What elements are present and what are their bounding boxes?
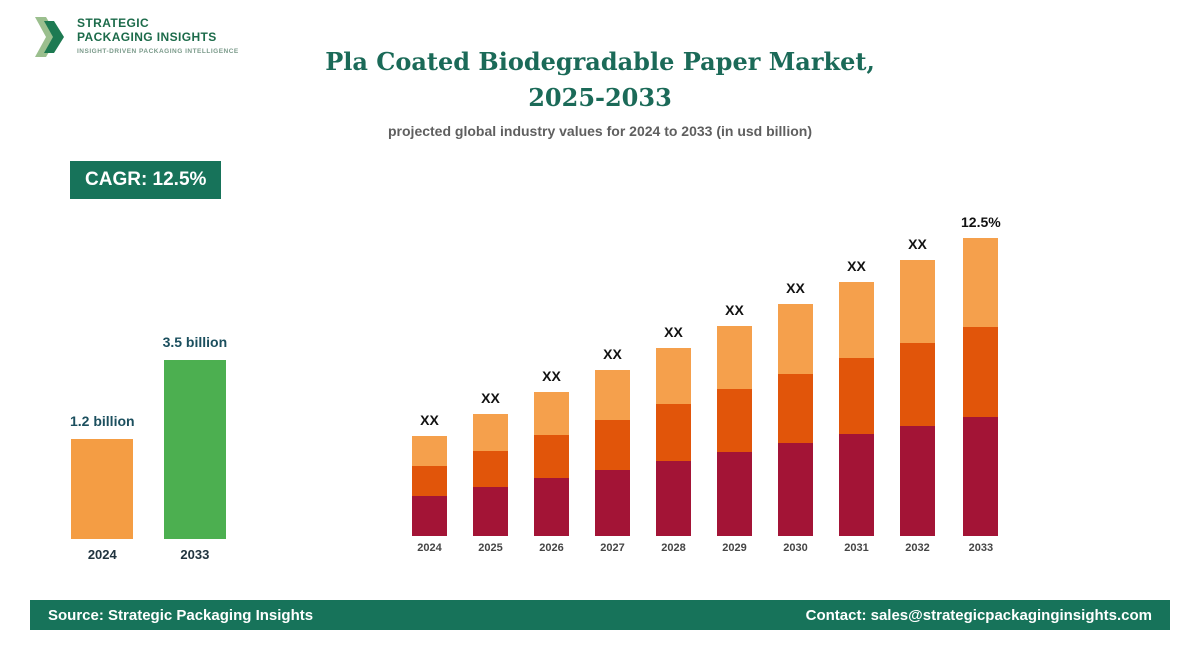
- summary-year-label: 2024: [87, 547, 117, 562]
- bottom-segment: [656, 460, 691, 536]
- stacked-bar: [595, 370, 630, 536]
- middle-segment: [839, 358, 874, 435]
- summary-bar-group-2024: 1.2 billion 2024: [70, 413, 135, 562]
- top-segment: [717, 326, 752, 389]
- bar-value-label: XX: [603, 346, 622, 363]
- summary-value-label: 1.2 billion: [70, 413, 135, 429]
- page-subtitle: projected global industry values for 202…: [388, 123, 812, 139]
- bar-value-label: XX: [542, 368, 561, 385]
- chevron-logo-icon: [35, 17, 64, 57]
- bar-value-label: XX: [481, 390, 500, 407]
- middle-segment: [534, 435, 569, 479]
- bar-value-label: XX: [786, 280, 805, 297]
- middle-segment: [717, 389, 752, 452]
- stacked-bar: [778, 304, 813, 536]
- bar-value-label: XX: [664, 324, 683, 341]
- x-axis-label: 2033: [968, 542, 994, 554]
- top-segment: [839, 282, 874, 359]
- x-axis-label: 2028: [661, 542, 686, 554]
- top-segment: [595, 370, 630, 420]
- summary-year-label: 2033: [180, 547, 210, 562]
- summary-bar-group-2033: 3.5 billion 2033: [163, 334, 228, 562]
- bar-value-label: XX: [908, 236, 927, 253]
- top-segment: [656, 348, 691, 405]
- stacked-bar-chart: XX 2024 XX 2025 XX 2026 XX 2027 XX 2028 XX 2029 XX 20…: [412, 214, 1001, 554]
- bottom-segment: [963, 416, 999, 536]
- bottom-segment: [717, 452, 752, 536]
- middle-segment: [656, 404, 691, 461]
- stacked-bar: [963, 238, 999, 536]
- x-axis-label: 2027: [600, 542, 625, 554]
- page-title-line2: 2025-2033: [528, 83, 672, 112]
- bottom-segment: [412, 496, 447, 536]
- bar-group-2025: XX 2025: [473, 390, 508, 554]
- x-axis-label: 2032: [905, 542, 930, 554]
- x-axis-label: 2029: [722, 542, 747, 554]
- middle-segment: [963, 327, 999, 417]
- x-axis-label: 2025: [478, 542, 503, 554]
- brand-tagline: INSIGHT-DRIVEN PACKAGING INTELLIGENCE: [77, 48, 239, 55]
- title-block: Pla Coated Biodegradable Paper Market, 2…: [210, 44, 990, 139]
- bar-group-2028: XX 2028: [656, 324, 691, 554]
- bottom-segment: [778, 443, 813, 536]
- bar-group-2027: XX 2027: [595, 346, 630, 554]
- summary-value-label: 3.5 billion: [162, 334, 228, 350]
- top-segment: [778, 304, 813, 374]
- summary-bar: [163, 360, 226, 539]
- stacked-bar: [839, 282, 874, 536]
- bar-group-2030: XX 2030: [778, 280, 813, 554]
- bottom-segment: [595, 469, 630, 536]
- top-segment: [900, 260, 935, 343]
- bar-value-label: 12.5%: [961, 214, 1001, 231]
- bar-group-2026: XX 2026: [534, 368, 569, 554]
- brand-name-line1: STRATEGIC: [77, 16, 150, 30]
- bottom-segment: [534, 478, 569, 536]
- stacked-bar: [656, 348, 691, 536]
- cagr-badge: CAGR: 12.5%: [70, 161, 222, 199]
- bottom-segment: [839, 434, 874, 536]
- page-title-line1: Pla Coated Biodegradable Paper Market,: [325, 47, 875, 76]
- page-title: Pla Coated Biodegradable Paper Market, 2…: [210, 44, 990, 116]
- bar-value-label: XX: [725, 302, 744, 318]
- summary-bar: [71, 439, 134, 539]
- top-segment: [534, 392, 569, 436]
- middle-segment: [778, 373, 813, 444]
- summary-chart: 1.2 billion 2024 3.5 billion 2033: [70, 334, 227, 562]
- stacked-bar: [412, 436, 447, 536]
- bottom-segment: [473, 487, 508, 536]
- middle-segment: [595, 419, 630, 470]
- stacked-bar: [473, 414, 508, 536]
- stacked-bar: [900, 260, 935, 536]
- stacked-bar: [534, 392, 569, 536]
- stacked-bar: [717, 326, 752, 536]
- bar-group-2033: 12.5% 2033: [961, 214, 1001, 554]
- bar-value-label: XX: [420, 412, 439, 428]
- brand-logo: STRATEGIC PACKAGING INSIGHTS INSIGHT-DRI…: [34, 14, 239, 60]
- top-segment: [963, 238, 999, 328]
- footer-bar: Source: Strategic Packaging Insights Con…: [30, 600, 1170, 630]
- x-axis-label: 2030: [783, 542, 808, 554]
- x-axis-label: 2026: [539, 542, 564, 554]
- top-segment: [412, 436, 447, 466]
- middle-segment: [900, 342, 935, 426]
- bottom-segment: [900, 425, 935, 536]
- x-axis-label: 2024: [417, 542, 442, 554]
- top-segment: [473, 414, 508, 451]
- bar-group-2029: XX 2029: [717, 302, 752, 554]
- bar-group-2032: XX 2032: [900, 236, 935, 554]
- bar-group-2024: XX 2024: [412, 412, 447, 554]
- middle-segment: [412, 466, 447, 496]
- x-axis-label: 2031: [844, 542, 869, 554]
- bar-group-2031: XX 2031: [839, 258, 874, 554]
- footer-contact: Contact: sales@strategicpackaginginsight…: [805, 606, 1152, 624]
- footer-source: Source: Strategic Packaging Insights: [48, 606, 314, 624]
- middle-segment: [473, 450, 508, 488]
- brand-name-line2: PACKAGING INSIGHTS: [77, 30, 217, 44]
- brand-logo-text: STRATEGIC PACKAGING INSIGHTS INSIGHT-DRI…: [77, 14, 239, 55]
- bar-value-label: XX: [847, 258, 866, 275]
